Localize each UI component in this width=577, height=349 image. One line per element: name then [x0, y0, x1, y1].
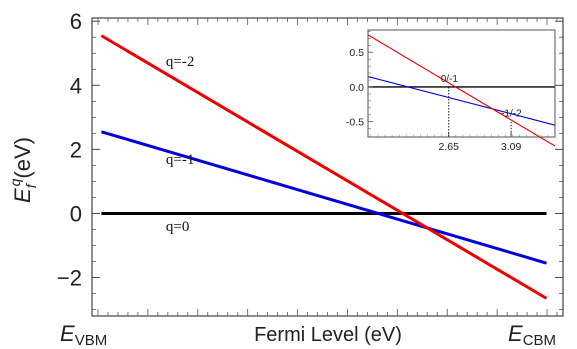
inset-plot-frame — [367, 29, 556, 138]
main-ticks: −2 0 2 4 6 — [57, 9, 563, 316]
y-tick-label: 4 — [70, 73, 82, 98]
x-axis-label: Fermi Level (eV) — [254, 324, 402, 346]
y-axis-label-sup: q — [7, 178, 23, 186]
inset-annotations: 0/-1 -1/-2 — [441, 74, 522, 137]
inset-series-line — [367, 34, 556, 147]
y-axis-label-sub: f — [23, 182, 39, 188]
series-line-q1 — [100, 130, 547, 265]
x-start-label-sub: VBM — [75, 332, 108, 349]
y-axis-label: Efq(eV) — [7, 137, 39, 203]
inset-x-tick-label: 2.65 — [439, 141, 460, 153]
y-tick-label: 6 — [70, 9, 82, 34]
series-label: q=-2 — [166, 54, 194, 70]
y-tick-label: 0 — [70, 201, 82, 226]
y-axis-label-main: E — [10, 188, 35, 203]
x-start-label-main: E — [60, 321, 75, 346]
x-start-label: EVBM — [60, 321, 107, 349]
inset-series-lines — [367, 34, 556, 147]
inset-series-line — [367, 76, 556, 126]
x-end-label-main: E — [508, 321, 523, 346]
inset-y-tick-label: 0.0 — [349, 82, 364, 94]
series-label: q=0 — [166, 219, 189, 235]
y-axis-label-unit: (eV) — [10, 137, 35, 179]
series-line-q2 — [100, 34, 548, 300]
svg-text:Efq(eV): Efq(eV) — [7, 137, 39, 203]
main-series-lines — [100, 34, 548, 300]
x-end-label: ECBM — [508, 321, 556, 349]
inset-transition-label: -1/-2 — [501, 109, 522, 120]
inset-x-tick-label: 3.09 — [501, 141, 522, 153]
series-label: q=-1 — [166, 152, 194, 168]
y-tick-label: 2 — [70, 137, 82, 162]
main-series-labels: q=0 q=-1 q=-2 — [166, 54, 194, 235]
inset-transition-label: 0/-1 — [441, 74, 459, 85]
x-end-label-sub: CBM — [523, 332, 556, 349]
y-tick-label: −2 — [57, 266, 82, 291]
inset-y-tick-label: -0.5 — [346, 117, 364, 129]
inset-background — [368, 30, 555, 137]
inset-y-tick-label: 0.5 — [349, 47, 364, 59]
inset-ticks: -0.5 0.0 0.5 2.65 3.09 — [346, 31, 556, 153]
